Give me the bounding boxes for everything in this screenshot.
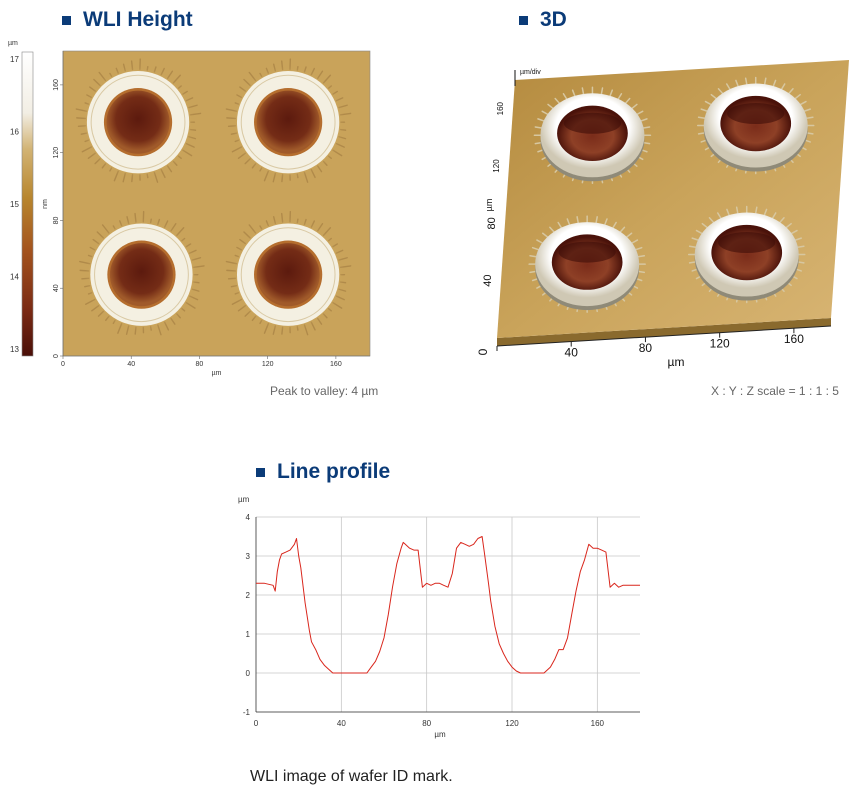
- height-map-plot: [62, 50, 371, 357]
- x-tick-label: 160: [330, 361, 342, 368]
- bullet-square-icon: [256, 467, 265, 477]
- mark-crater: [106, 90, 170, 154]
- colorbar-tick-label: 16: [10, 128, 19, 137]
- pit-bottom-right: [687, 205, 806, 304]
- pit-inner-wall: [563, 112, 622, 134]
- x-tick-label: 80: [639, 341, 653, 355]
- surface-slab-edge: [497, 318, 831, 346]
- colorbar-gradient: [21, 51, 34, 357]
- colorbar-unit: µm: [8, 40, 18, 47]
- line-profile-series: [256, 536, 640, 674]
- colorbar-tick-label: 14: [10, 272, 19, 281]
- pit-bottom-left: [528, 215, 646, 313]
- pit-top-left: [533, 86, 652, 185]
- x-axis-label: µm: [668, 355, 685, 369]
- y-axis-label: nm: [42, 199, 49, 209]
- z-scale-label: µm/div: [520, 69, 541, 76]
- x-tick-label: 160: [591, 719, 605, 728]
- x-tick-label: 120: [262, 361, 274, 368]
- y-tick-label: 120: [492, 159, 501, 173]
- mark-crater: [109, 243, 174, 307]
- y-tick-label: 40: [53, 284, 60, 292]
- colorbar-tick-label: 13: [10, 345, 19, 354]
- height-colorbar: µm 13 14 15 16 17: [8, 40, 34, 357]
- mark-rim-edge: [240, 227, 336, 323]
- y-tick-label: 160: [496, 101, 505, 115]
- x-tick-label: 160: [784, 332, 804, 346]
- y-tick-label: 80: [486, 217, 498, 229]
- y-axis-label: µm: [238, 495, 250, 504]
- x-tick-label: 120: [505, 719, 519, 728]
- x-tick-label: 40: [565, 346, 579, 360]
- y-tick-label: 3: [246, 552, 251, 561]
- three-d-title: 3D: [519, 8, 567, 32]
- pit-inner-wall: [718, 232, 776, 254]
- profile-line: [256, 536, 640, 674]
- x-tick-label: 40: [127, 361, 135, 368]
- x-axis-label: µm: [212, 370, 222, 377]
- y-tick-label: 160: [53, 79, 60, 91]
- mark-rim-edge: [90, 74, 186, 170]
- height-map-axes: 0 40 80 120 160 µm 0 40 80 120 160 nm: [42, 51, 370, 377]
- y-axis-label: µm: [484, 199, 494, 212]
- y-tick-label: 80: [53, 216, 60, 224]
- mark-rim-edge: [94, 227, 189, 323]
- x-tick-label: 40: [337, 719, 346, 728]
- height-map-image: [63, 51, 370, 356]
- figure-caption: WLI image of wafer ID mark.: [250, 768, 453, 785]
- mark-bottom-left: [79, 210, 205, 336]
- x-tick-label: 80: [196, 361, 204, 368]
- line-profile-title-text: Line profile: [277, 460, 391, 483]
- y-tick-label: 40: [482, 275, 494, 287]
- mark-top-right: [225, 58, 352, 183]
- x-tick-label: 0: [61, 361, 65, 368]
- y-tick-label: 0: [53, 354, 60, 358]
- y-tick-label: 120: [53, 147, 60, 159]
- y-tick-label: 0: [246, 669, 251, 678]
- y-tick-label: 2: [246, 591, 251, 600]
- line-profile-grid: [256, 516, 640, 713]
- x-tick-label: 80: [422, 719, 431, 728]
- peak-to-valley-caption: Peak to valley: 4 µm: [270, 384, 379, 398]
- wli-height-title: WLI Height: [62, 8, 193, 32]
- y-tick-label: 4: [246, 513, 251, 522]
- line-profile-title: Line profile: [256, 460, 390, 484]
- surface-3d-axes: 0 40 80 120 160 µm 40 80 120 160 µm µm/div: [476, 69, 832, 369]
- colorbar-tick-label: 15: [10, 200, 19, 209]
- y-tick-label: 1: [246, 630, 251, 639]
- y-tick-label: -1: [243, 708, 251, 717]
- pit-inner-wall: [727, 103, 785, 125]
- bullet-square-icon: [519, 15, 528, 25]
- colorbar-tick-label: 17: [10, 55, 19, 64]
- mark-top-left: [75, 58, 202, 183]
- x-axis-line: [496, 325, 832, 347]
- mark-bottom-right: [225, 210, 352, 336]
- mark-crater: [256, 243, 320, 307]
- scale-ratio-caption: X : Y : Z scale = 1 : 1 : 5: [711, 384, 839, 398]
- x-tick-label: 120: [710, 337, 730, 351]
- bullet-square-icon: [62, 15, 71, 25]
- x-tick-label: 0: [476, 348, 490, 355]
- wli-height-title-text: WLI Height: [83, 8, 193, 31]
- pit-top-right: [696, 76, 815, 175]
- mark-crater: [256, 90, 320, 154]
- x-tick-label: 0: [254, 719, 259, 728]
- x-axis-label: µm: [434, 730, 446, 739]
- mark-rim-edge: [240, 74, 336, 170]
- surface-3d-plot: [497, 60, 849, 346]
- pit-inner-wall: [558, 241, 616, 263]
- three-d-title-text: 3D: [540, 8, 567, 31]
